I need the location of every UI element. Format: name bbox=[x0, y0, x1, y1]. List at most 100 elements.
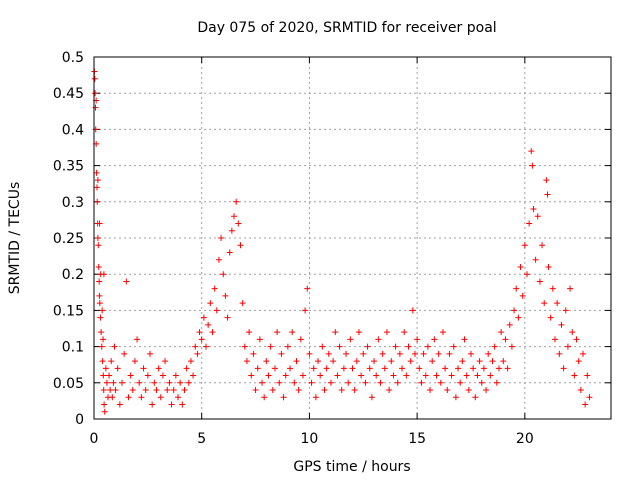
data-point bbox=[159, 372, 166, 379]
data-point bbox=[215, 256, 222, 263]
data-point bbox=[422, 372, 429, 379]
data-point bbox=[536, 278, 543, 285]
data-point bbox=[254, 365, 261, 372]
data-point bbox=[203, 343, 210, 350]
data-point bbox=[528, 148, 535, 155]
data-point bbox=[517, 263, 524, 270]
data-point bbox=[98, 329, 105, 336]
data-point bbox=[306, 350, 313, 357]
data-point bbox=[489, 358, 496, 365]
data-point bbox=[140, 365, 147, 372]
y-tick-label: 0 bbox=[75, 412, 84, 428]
data-point bbox=[175, 394, 182, 401]
data-point bbox=[308, 379, 315, 386]
data-point bbox=[530, 206, 537, 213]
data-point bbox=[345, 379, 352, 386]
data-point bbox=[556, 350, 563, 357]
data-point bbox=[289, 329, 296, 336]
data-point bbox=[390, 372, 397, 379]
data-point bbox=[523, 271, 530, 278]
data-point bbox=[526, 220, 533, 227]
data-point bbox=[504, 365, 511, 372]
data-point bbox=[515, 314, 522, 321]
data-point bbox=[250, 350, 257, 357]
data-point bbox=[355, 329, 362, 336]
data-point bbox=[435, 350, 442, 357]
data-point bbox=[461, 336, 468, 343]
data-point bbox=[284, 343, 291, 350]
data-point bbox=[312, 394, 319, 401]
data-point bbox=[96, 292, 103, 299]
data-point bbox=[364, 343, 371, 350]
data-point bbox=[442, 365, 449, 372]
data-point bbox=[213, 307, 220, 314]
data-point bbox=[330, 358, 337, 365]
data-point bbox=[116, 401, 123, 408]
data-point bbox=[200, 314, 207, 321]
data-point bbox=[92, 90, 99, 97]
data-point bbox=[123, 278, 130, 285]
data-point bbox=[97, 314, 104, 321]
data-point bbox=[142, 387, 149, 394]
chart-title: Day 075 of 2020, SRMTID for receiver poa… bbox=[197, 20, 496, 36]
data-point bbox=[358, 372, 365, 379]
data-point bbox=[241, 343, 248, 350]
data-point bbox=[437, 379, 444, 386]
data-point bbox=[102, 365, 109, 372]
data-point bbox=[338, 387, 345, 394]
data-point bbox=[112, 387, 119, 394]
data-point bbox=[265, 372, 272, 379]
data-point bbox=[192, 343, 199, 350]
data-point bbox=[396, 350, 403, 357]
data-point bbox=[269, 387, 276, 394]
data-point bbox=[554, 300, 561, 307]
data-point bbox=[94, 235, 101, 241]
data-point bbox=[144, 372, 151, 379]
data-point bbox=[276, 379, 283, 386]
data-point bbox=[263, 358, 270, 365]
data-point bbox=[271, 365, 278, 372]
x-tick-label: 20 bbox=[516, 431, 534, 447]
data-point bbox=[549, 285, 556, 292]
x-tick-label: 15 bbox=[408, 431, 426, 447]
data-point bbox=[95, 263, 102, 270]
data-point bbox=[317, 372, 324, 379]
data-point bbox=[98, 343, 105, 350]
data-point bbox=[529, 162, 536, 169]
data-point bbox=[172, 372, 179, 379]
data-point bbox=[506, 321, 513, 328]
data-point bbox=[474, 372, 481, 379]
data-point bbox=[235, 220, 242, 227]
data-point bbox=[485, 350, 492, 357]
data-point bbox=[401, 329, 408, 336]
data-point bbox=[459, 358, 466, 365]
data-point bbox=[162, 358, 169, 365]
data-point bbox=[91, 75, 98, 82]
data-points bbox=[91, 68, 593, 415]
data-point bbox=[246, 329, 253, 336]
data-point bbox=[179, 401, 186, 408]
data-point bbox=[450, 343, 457, 350]
grid-lines bbox=[94, 57, 611, 419]
data-point bbox=[411, 350, 418, 357]
data-point bbox=[94, 177, 101, 184]
data-point bbox=[586, 394, 593, 401]
y-tick-label: 0.1 bbox=[62, 340, 84, 356]
data-point bbox=[125, 394, 132, 401]
data-point bbox=[261, 394, 268, 401]
data-point bbox=[573, 336, 580, 343]
data-point bbox=[170, 387, 177, 394]
y-tick-label: 0.3 bbox=[62, 195, 84, 211]
data-point bbox=[302, 307, 309, 314]
data-point bbox=[368, 394, 375, 401]
data-point bbox=[168, 401, 175, 408]
data-point bbox=[403, 372, 410, 379]
data-point bbox=[107, 387, 114, 394]
data-point bbox=[427, 387, 434, 394]
data-point bbox=[233, 198, 240, 205]
data-point bbox=[282, 372, 289, 379]
data-point bbox=[420, 350, 427, 357]
x-tick-label: 5 bbox=[197, 431, 206, 447]
data-point bbox=[379, 350, 386, 357]
data-point bbox=[149, 401, 156, 408]
